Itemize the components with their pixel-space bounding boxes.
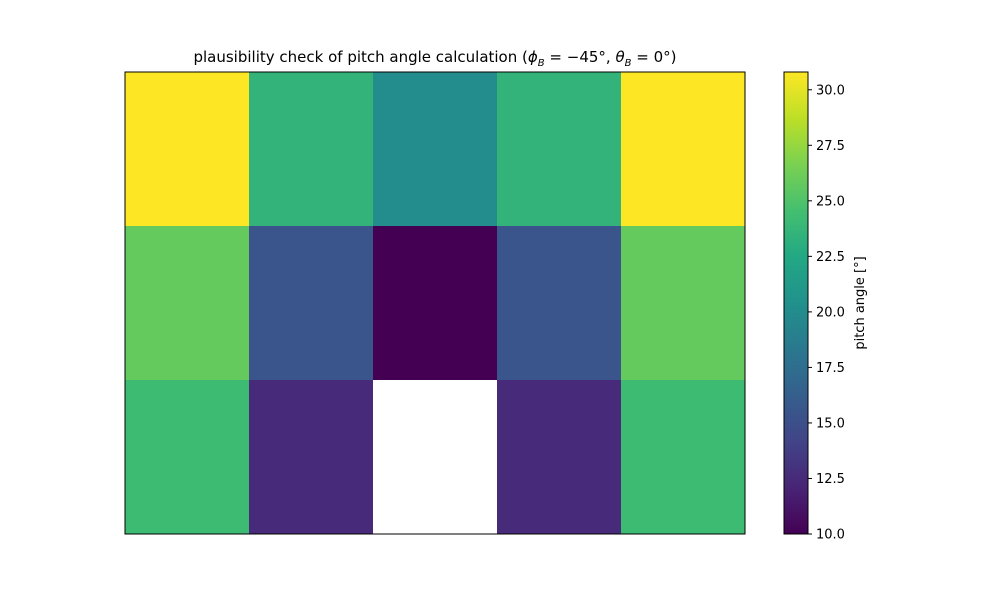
colorbar-tick-label: 30.0 — [816, 83, 845, 98]
colorbar-tick-label: 27.5 — [816, 139, 845, 154]
heatmap-cell-r2-c1 — [249, 380, 374, 535]
heatmap-cell-r0-c3 — [497, 72, 622, 227]
title-phi-rest: = −45°, — [544, 48, 616, 66]
heatmap-cell-r0-c4 — [621, 72, 746, 227]
title-theta-rest: = 0°) — [631, 48, 677, 66]
title-theta-sub: B — [624, 58, 632, 69]
heatmap-cell-r2-c2 — [373, 380, 498, 535]
colorbar-tick-label: 17.5 — [816, 361, 845, 376]
heatmap-cell-r0-c1 — [249, 72, 374, 227]
heatmap-cell-r2-c3 — [497, 380, 622, 535]
plot-frame — [124, 71, 746, 535]
colorbar-tick-label: 20.0 — [816, 305, 845, 320]
heatmap-cell-r1-c2 — [373, 226, 498, 381]
heatmap-cell-r1-c3 — [497, 226, 622, 381]
title-prefix: plausibility check of pitch angle calcul… — [193, 48, 528, 66]
heatmap-cell-r1-c1 — [249, 226, 374, 381]
heatmap-cell-r1-c0 — [125, 226, 250, 381]
colorbar-tick-label: 25.0 — [816, 194, 845, 209]
heatmap-cell-r1-c4 — [621, 226, 746, 381]
heatmap-cell-r0-c2 — [373, 72, 498, 227]
heatmap-cell-r2-c0 — [125, 380, 250, 535]
colorbar-tick-label: 15.0 — [816, 416, 845, 431]
colorbar-tick-label: 10.0 — [816, 528, 845, 543]
chart-title: plausibility check of pitch angle calcul… — [125, 48, 745, 69]
colorbar-label: pitch angle [°] — [853, 256, 868, 349]
heatmap-cells — [125, 72, 746, 535]
colorbar-frame — [783, 71, 809, 535]
colorbar-tick-label: 12.5 — [816, 472, 845, 487]
title-phi-sub: B — [537, 58, 545, 69]
colorbar-ticks: 10.0 12.5 15.0 17.5 20.0 22.5 25.0 27.5 30.0 — [808, 83, 845, 543]
title-theta: θ — [615, 48, 625, 66]
heatmap-cell-r2-c4 — [621, 380, 746, 535]
colorbar-gradient — [784, 72, 808, 534]
colorbar-tick-label: 22.5 — [816, 250, 845, 265]
title-phi: ϕ — [527, 48, 538, 66]
colorbar: 10.0 12.5 15.0 17.5 20.0 22.5 25.0 27.5 30.0 pit… — [783, 71, 868, 543]
heatmap-cell-r0-c0 — [125, 72, 250, 227]
